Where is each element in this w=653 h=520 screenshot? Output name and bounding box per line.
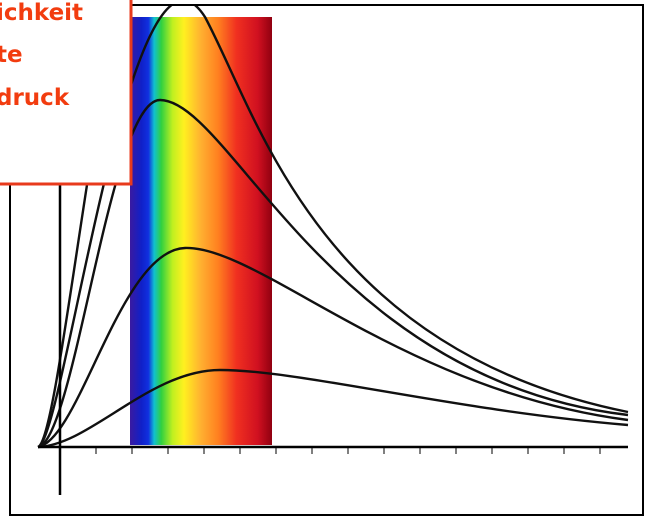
curve: [37, 368, 629, 449]
curve: [37, 6, 629, 449]
curve: [37, 98, 629, 449]
axes: [38, 180, 628, 495]
visible-spectrum: [130, 17, 272, 445]
label-box: [0, 0, 133, 186]
label-line: te: [0, 42, 23, 68]
curve: [37, 246, 629, 449]
curves: [37, 6, 629, 449]
ticks: [95, 447, 601, 454]
label-line: druck: [0, 85, 70, 111]
label-line: ichkeit: [0, 0, 83, 26]
